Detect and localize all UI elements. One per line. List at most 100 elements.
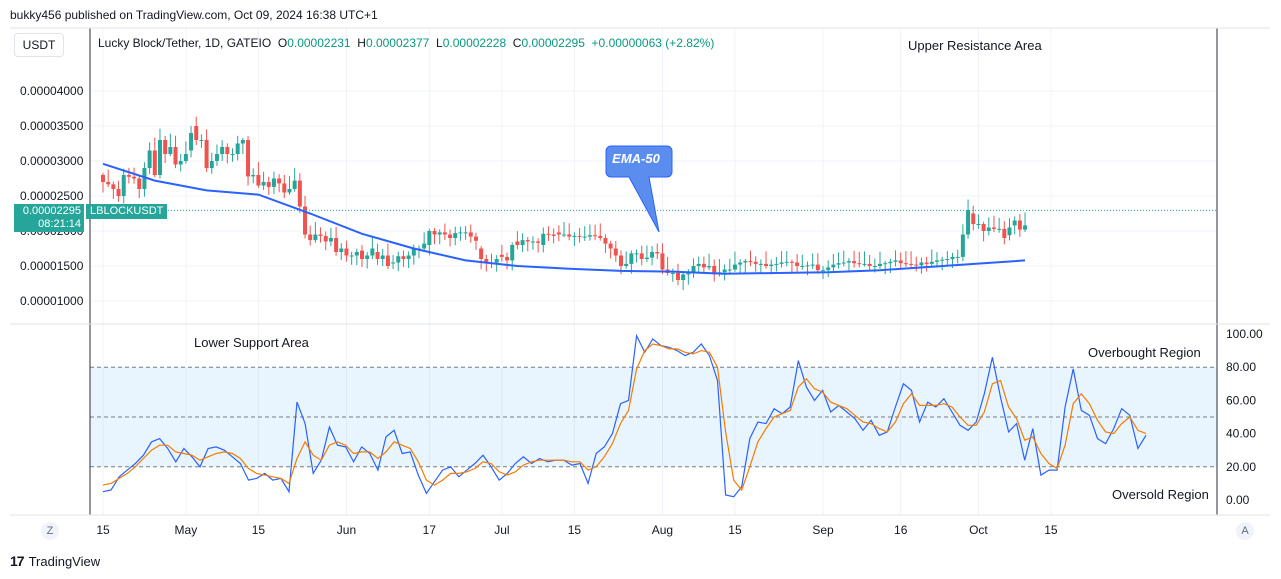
candle [893, 250, 898, 267]
lower-support-label: Lower Support Area [194, 335, 310, 350]
candle-body [945, 259, 950, 260]
ema-50-line [102, 162, 1026, 275]
candle [479, 246, 484, 270]
candle [582, 226, 587, 241]
candle [815, 253, 820, 274]
candle-body [261, 182, 266, 186]
candle-body [883, 263, 888, 265]
candle-body [411, 248, 416, 256]
candle [375, 243, 380, 265]
candle [846, 258, 851, 273]
candle-body [852, 261, 857, 264]
candle-body [1012, 220, 1017, 226]
candle [541, 227, 546, 253]
candle [463, 226, 468, 240]
candle-body [380, 255, 385, 259]
auto-scale-button[interactable]: A [1236, 522, 1254, 540]
candle [593, 224, 598, 241]
overbought-region-label: Overbought Region [1088, 345, 1201, 360]
x-tick-label: Sep [812, 523, 834, 537]
candle [520, 233, 525, 252]
candle [530, 236, 535, 250]
candle-body [748, 261, 753, 263]
legend-low: 0.00002228 [442, 36, 507, 50]
currency-selector[interactable]: USDT [14, 33, 64, 57]
candle [738, 259, 743, 275]
candle [727, 258, 732, 274]
candle [323, 231, 328, 251]
candle-body [246, 140, 251, 177]
x-tick-label: Jul [494, 523, 509, 537]
candle [142, 162, 147, 197]
candle [416, 245, 421, 259]
candle [722, 264, 727, 281]
candle [991, 215, 996, 233]
candle [458, 226, 463, 241]
candle [826, 260, 831, 277]
candle-body [624, 263, 629, 266]
candle [681, 271, 686, 291]
tradingview-footer: 17 TradingView [10, 553, 100, 569]
timezone-button[interactable]: Z [41, 522, 59, 540]
candle [1017, 214, 1022, 237]
legend-symbol: Lucky Block/Tether, 1D, GATEIO [98, 36, 272, 50]
candle [204, 129, 209, 173]
candle-body [230, 154, 235, 155]
candle [334, 226, 339, 256]
candle [748, 250, 753, 267]
candle-body [862, 263, 867, 265]
candle [157, 128, 162, 179]
candle-body [137, 178, 142, 189]
candle [106, 169, 111, 188]
candle-body [297, 180, 302, 207]
symbol-legend: Lucky Block/Tether, 1D, GATEIO O0.000022… [98, 36, 714, 50]
price-tick-label: 0.00001500 [20, 259, 84, 273]
candle [707, 253, 712, 271]
candle [126, 167, 131, 184]
candle-body [815, 264, 820, 271]
candle [235, 135, 240, 161]
price-tick-label: 0.00004000 [20, 84, 84, 98]
candle [644, 245, 649, 262]
candle-body [328, 238, 333, 242]
candle-body [966, 210, 971, 235]
candle-body [344, 248, 349, 256]
candle-body [650, 252, 655, 258]
candle-body [831, 264, 836, 268]
candle-body [116, 189, 121, 196]
rsi-tick-label: 20.00 [1226, 460, 1256, 474]
callout-text: EMA-50 [612, 151, 660, 166]
candle [168, 133, 173, 157]
candle-body [738, 262, 743, 265]
candle-body [401, 256, 406, 259]
candle [385, 243, 390, 270]
candle-body [707, 266, 712, 268]
candle-body [360, 250, 364, 259]
tradingview-logo-icon: 17 [10, 553, 25, 569]
candle [732, 251, 737, 272]
candle-body [924, 262, 929, 264]
candle-body [251, 175, 256, 177]
candle-body [271, 178, 276, 187]
candle-body [743, 261, 748, 263]
candle [546, 226, 551, 241]
candle [163, 135, 168, 163]
candle [660, 243, 665, 274]
candle-body [339, 248, 344, 252]
candle-body [997, 228, 1002, 230]
candle-body [841, 262, 846, 264]
legend-close: 0.00002295 [521, 36, 585, 50]
candle [437, 229, 442, 245]
candle-body [101, 175, 105, 182]
candle-body [391, 262, 396, 264]
rsi-band [90, 366, 1217, 468]
candle [360, 245, 364, 267]
candle-body [551, 234, 556, 236]
price-tick-label: 0.00002500 [20, 189, 84, 203]
candle-body [567, 234, 572, 237]
candle-body [846, 261, 851, 263]
candle-body [675, 273, 680, 280]
candle-body [463, 232, 468, 234]
candle-body [422, 243, 427, 249]
